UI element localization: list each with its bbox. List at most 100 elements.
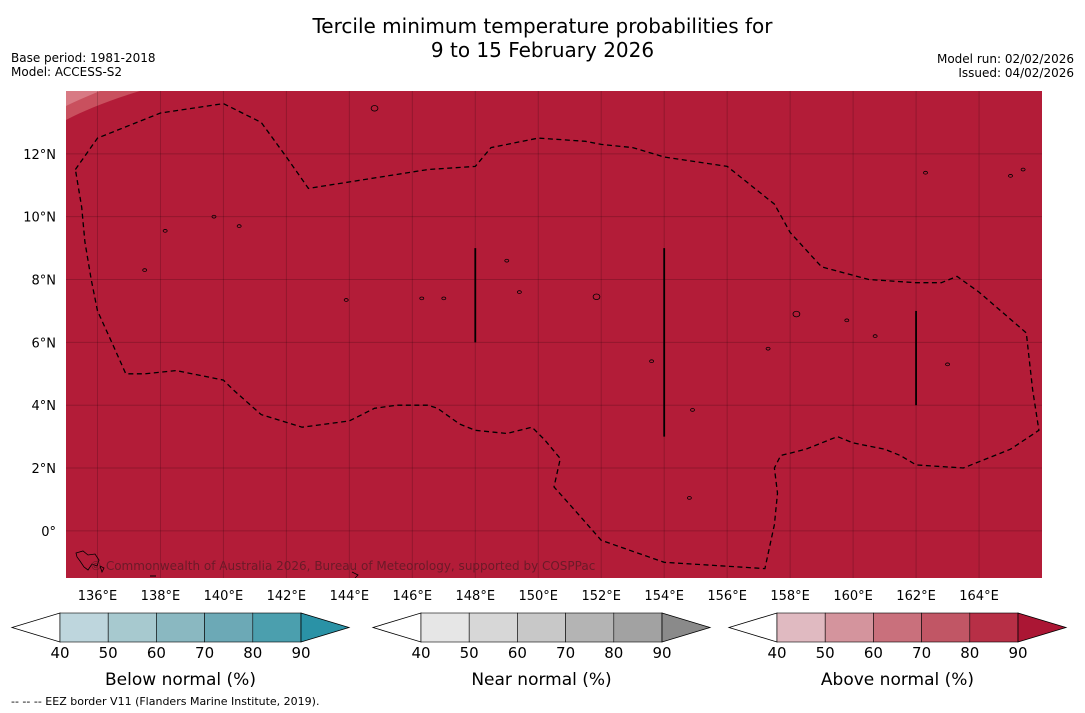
meridian-markers [474,248,917,437]
longitude-tick-label: 160°E [833,589,873,604]
colorbar-segment [107,612,157,643]
colorbar-title: Near normal (%) [471,670,611,690]
latitude-tick-label: 12°N [23,148,56,163]
island-outline [441,296,447,301]
island-cluster-outline [75,550,359,578]
colorbar-segment [204,612,254,643]
colorbar-segment [565,612,615,643]
latitude-tick-label: 10°N [23,211,56,226]
colorbar-min-extend [727,612,778,643]
model-info: Base period: 1981-2018 Model: ACCESS-S2 [11,51,156,79]
colorbar-segment [156,612,205,643]
base-period: Base period: 1981-2018 [11,51,156,65]
island-outline [844,318,850,323]
colorbar-tick-label: 50 [99,644,118,662]
colorbar-tick-label: 80 [960,644,979,662]
colorbar-segment [824,612,874,643]
eez-footnote: -- -- -- EEZ border V11 (Flanders Marine… [11,695,320,708]
colorbar-tick-label: 90 [1008,644,1027,662]
longitude-tick-label: 150°E [518,589,558,604]
colorbar-tick-label: 70 [556,644,575,662]
title-line-1: Tercile minimum temperature probabilitie… [312,14,773,38]
latitude-labels: 12°N 10°N 8°N 6°N 4°N 2°N 0° [23,148,56,540]
colorbar-tick-label: 40 [767,644,786,662]
longitude-tick-label: 148°E [456,589,496,604]
colorbar-tick-label: 50 [816,644,835,662]
model-name: Model: ACCESS-S2 [11,65,123,79]
model-run-date: Model run: 02/02/2026 [936,52,1074,66]
colorbar-tick-label: 90 [291,644,310,662]
longitude-labels: 136°E 138°E 140°E 142°E 144°E 146°E 148°E 150°E… [78,589,999,604]
colorbar-1: 40 50 60 70 80 90 Near normal (%) [371,612,712,690]
longitude-tick-label: 154°E [644,589,684,604]
island-outline [236,224,242,228]
colorbar-segment [252,612,302,643]
latitude-tick-label: 0° [41,525,56,540]
colorbar-segment [776,612,826,643]
island-outline [765,346,771,351]
colorbar-title: Below normal (%) [105,670,256,690]
colorbar-legends: 40 50 60 70 80 90 Below normal (%) 40 50 60 70 80 90… [10,612,1068,690]
island-outline [162,229,168,233]
island-outline [923,170,928,175]
longitude-tick-label: 146°E [393,589,433,604]
longitude-tick-label: 136°E [78,589,118,604]
chart-title: Tercile minimum temperature probabilitie… [0,14,1085,62]
map-panel: © Commonwealth of Australia 2026, Bureau… [23,91,1042,604]
colorbar-max-extend [661,612,712,643]
eez-border [74,102,1040,570]
lower-probability-corner [66,91,140,120]
longitude-tick-label: 144°E [330,589,370,604]
lower-probability-corner-inner [66,91,100,106]
island-outline [516,290,522,294]
colorbar-tick-label: 50 [460,644,479,662]
longitude-tick-label: 142°E [267,589,307,604]
longitude-tick-label: 140°E [204,589,244,604]
latitude-tick-label: 8°N [32,274,57,289]
longitude-tick-label: 156°E [707,589,747,604]
latitude-tick-label: 4°N [32,399,57,414]
colorbar-segment [59,612,109,643]
colorbar-2: 40 50 60 70 80 90 Above normal (%) [727,612,1068,690]
colorbar-tick-label: 70 [912,644,931,662]
colorbar-segment [468,612,518,643]
colorbar-max-extend [1017,612,1068,643]
colorbar-segment [969,612,1019,643]
copyright-notice: © Commonwealth of Australia 2026, Bureau… [90,559,595,573]
longitude-tick-label: 158°E [770,589,810,604]
colorbar-tick-label: 60 [864,644,883,662]
island-outline [142,268,148,272]
island-outline [792,310,801,318]
colorbar-tick-label: 40 [50,644,69,662]
island-outline [1008,174,1013,178]
island-outline [370,105,379,112]
longitude-tick-label: 152°E [581,589,621,604]
colorbar-segment [517,612,566,643]
colorbar-title: Above normal (%) [821,670,974,690]
longitude-tick-label: 162°E [896,589,936,604]
issued-date: Issued: 04/02/2026 [958,66,1074,80]
latitude-tick-label: 2°N [32,462,57,477]
island-outline [686,496,692,500]
colorbar-tick-label: 90 [652,644,671,662]
colorbar-segment [613,612,663,643]
island-outlines [142,105,1026,500]
island-outline [592,293,601,300]
colorbar-tick-label: 40 [411,644,430,662]
colorbar-tick-label: 60 [508,644,527,662]
colorbar-tick-label: 60 [147,644,166,662]
island-outline [343,298,349,302]
island-outline [1020,167,1026,172]
colorbar-tick-label: 80 [243,644,262,662]
colorbar-segment [921,612,971,643]
colorbar-segment [420,612,470,643]
title-line-2: 9 to 15 February 2026 [430,38,655,62]
colorbar-min-extend [371,612,422,643]
island-outline [649,359,654,364]
longitude-tick-label: 138°E [141,589,181,604]
island-outline [504,258,510,263]
island-outline [872,334,878,338]
probability-field [66,91,1042,578]
longitude-tick-label: 164°E [959,589,999,604]
